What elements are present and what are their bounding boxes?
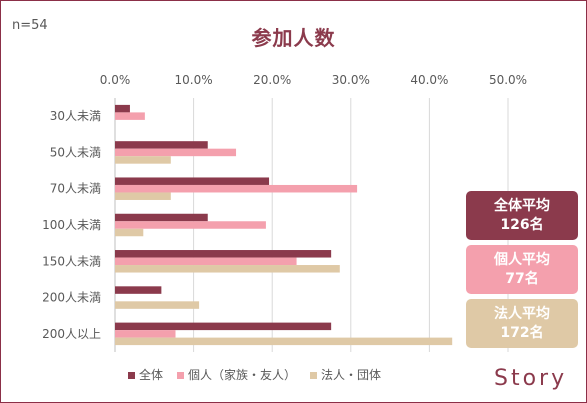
bar-all <box>115 286 162 294</box>
bar-all <box>115 213 208 222</box>
badge-corporate-value: 172名 <box>500 324 544 341</box>
chart-title: 参加人数 <box>251 26 336 50</box>
bar-individual <box>115 148 237 157</box>
legend-item-corporate: 法人・団体 <box>310 366 381 383</box>
legend-swatch <box>177 372 185 379</box>
average-badge-all: 全体平均 126名 <box>466 191 578 240</box>
legend-item-individual: 個人（家族・友人） <box>177 366 296 383</box>
bar-individual <box>115 330 176 338</box>
badge-all-value: 126名 <box>500 216 544 233</box>
bar-corporate <box>115 337 453 346</box>
bar-individual <box>115 257 297 266</box>
bar-individual <box>115 112 145 120</box>
legend-swatch <box>128 372 135 379</box>
bar-corporate <box>115 228 144 237</box>
sample-size-note: n=54 <box>12 18 48 33</box>
x-tick-label: 10.0% <box>175 73 213 87</box>
category-label: 50人未満 <box>50 145 101 159</box>
brand-logo: Story <box>494 366 568 391</box>
x-tick-label: 50.0% <box>489 73 527 87</box>
legend-label: 個人（家族・友人） <box>188 368 297 382</box>
chart-legend: 全体 個人（家族・友人） 法人・団体 <box>128 366 395 383</box>
category-label: 30人未満 <box>50 109 101 123</box>
bar-corporate <box>115 265 340 273</box>
category-label: 200人以上 <box>42 327 101 341</box>
average-badge-individual: 個人平均 77名 <box>466 245 578 294</box>
badge-corporate-label: 法人平均 <box>494 305 550 322</box>
category-label: 200人未満 <box>42 291 101 305</box>
category-label: 150人未満 <box>42 254 101 268</box>
bar-corporate <box>115 156 171 164</box>
legend-label: 全体 <box>139 368 164 382</box>
legend-item-all: 全体 <box>128 366 163 383</box>
bar-individual <box>115 184 358 193</box>
bar-all <box>115 250 332 258</box>
legend-label: 法人・団体 <box>321 368 382 382</box>
badge-individual-value: 77名 <box>505 270 539 287</box>
bar-individual <box>115 221 266 229</box>
x-tick-label: 0.0% <box>100 73 131 87</box>
bar-all <box>115 322 332 331</box>
x-tick-label: 30.0% <box>332 73 370 87</box>
bar-all <box>115 141 208 149</box>
category-label: 100人未満 <box>42 218 101 232</box>
legend-swatch <box>310 372 318 379</box>
bar-corporate <box>115 301 200 309</box>
x-tick-label: 20.0% <box>253 73 291 87</box>
x-tick-label: 40.0% <box>410 73 448 87</box>
bar-all <box>115 104 130 113</box>
average-badge-corporate: 法人平均 172名 <box>466 299 578 348</box>
badge-all-label: 全体平均 <box>494 197 550 214</box>
bar-all <box>115 177 270 185</box>
category-label: 70人未満 <box>50 182 101 196</box>
bar-corporate <box>115 192 171 200</box>
badge-individual-label: 個人平均 <box>494 251 550 268</box>
